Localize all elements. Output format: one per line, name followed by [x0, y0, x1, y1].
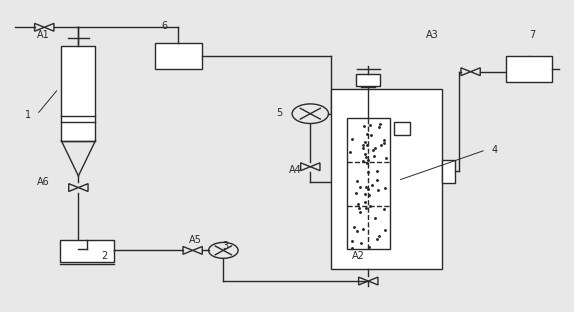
Point	[347, 136, 356, 141]
Point	[362, 154, 371, 159]
Point	[364, 245, 374, 250]
Bar	[506, 56, 552, 82]
Text: 6: 6	[162, 21, 168, 31]
Bar	[60, 240, 114, 262]
Point	[350, 224, 359, 229]
Text: 3: 3	[223, 241, 228, 251]
Point	[364, 158, 373, 163]
Text: A1: A1	[37, 30, 50, 40]
Point	[359, 227, 368, 232]
Text: A4: A4	[289, 165, 302, 175]
Point	[373, 168, 382, 173]
Point	[358, 143, 367, 148]
Point	[355, 206, 364, 211]
Point	[370, 146, 379, 151]
Point	[362, 161, 371, 166]
Point	[359, 145, 368, 150]
Point	[354, 201, 363, 206]
Point	[366, 133, 375, 138]
Point	[374, 234, 383, 239]
Point	[363, 186, 373, 191]
Point	[362, 184, 371, 189]
Point	[370, 153, 379, 158]
Point	[360, 199, 370, 204]
Point	[379, 207, 389, 212]
Text: A6: A6	[37, 177, 50, 187]
Point	[377, 142, 386, 147]
Point	[379, 141, 389, 146]
Point	[371, 215, 380, 220]
Bar	[155, 43, 201, 69]
Point	[379, 137, 389, 142]
Point	[365, 123, 374, 128]
Point	[381, 228, 390, 233]
Point	[382, 156, 391, 161]
Point	[359, 124, 369, 129]
Point	[355, 210, 364, 215]
Point	[374, 124, 383, 129]
Point	[362, 206, 371, 211]
Point	[347, 239, 356, 244]
Point	[372, 178, 381, 183]
Point	[356, 240, 366, 245]
Bar	[331, 89, 442, 269]
Text: 1: 1	[25, 110, 32, 119]
Point	[364, 192, 374, 197]
Text: 2: 2	[101, 251, 107, 261]
Text: A5: A5	[188, 235, 201, 245]
Point	[346, 150, 355, 155]
Point	[360, 152, 370, 157]
Point	[373, 188, 382, 193]
Bar	[61, 46, 95, 141]
Text: 7: 7	[529, 30, 536, 40]
Bar	[347, 118, 390, 250]
Point	[369, 148, 378, 153]
Point	[351, 190, 360, 195]
Point	[372, 236, 381, 241]
Point	[375, 121, 385, 126]
Point	[356, 185, 365, 190]
Text: 4: 4	[491, 145, 498, 155]
Point	[366, 204, 375, 209]
Bar	[356, 74, 380, 85]
Point	[364, 169, 373, 174]
Text: 5: 5	[277, 108, 283, 118]
Text: A2: A2	[352, 251, 364, 261]
Point	[353, 229, 362, 234]
Point	[352, 178, 362, 183]
Point	[363, 131, 372, 136]
Text: A3: A3	[425, 30, 439, 40]
Point	[380, 186, 389, 191]
Bar	[442, 160, 455, 183]
Point	[359, 158, 368, 163]
Point	[367, 183, 377, 188]
Point	[362, 143, 371, 148]
Point	[348, 245, 357, 250]
Point	[360, 191, 370, 196]
Point	[361, 140, 370, 145]
Bar	[394, 122, 410, 134]
